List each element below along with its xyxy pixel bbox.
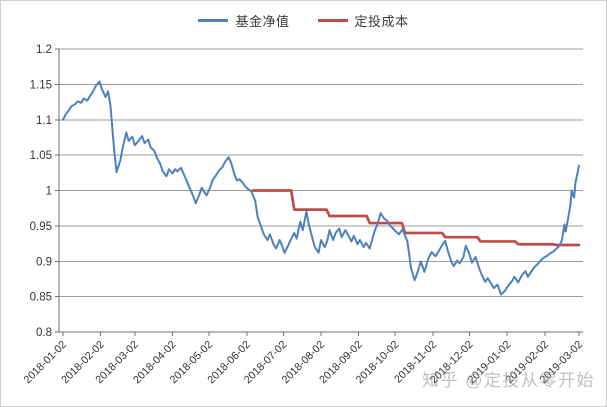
axes-layer [55, 48, 583, 336]
y-axis-label: 0.85 [30, 292, 52, 304]
fund-nav-line [62, 80, 580, 296]
legend-item-dca-cost: 定投成本 [317, 11, 409, 30]
y-axis-label: 0.95 [30, 221, 52, 233]
y-axis-label: 0.8 [36, 327, 52, 339]
y-axis-label: 0.9 [36, 256, 52, 268]
y-axis-label: 1.15 [30, 79, 52, 91]
watermark-text: 知乎 @定投从零开始 [422, 371, 595, 390]
series-layer [62, 80, 581, 296]
gridlines-layer [59, 48, 583, 298]
legend-label-fund-nav: 基金净值 [235, 14, 290, 29]
dca-cost-line [251, 189, 581, 247]
fund-nav-line-swatch [198, 19, 229, 22]
y-axis-label: 1.2 [36, 44, 52, 56]
dca-cost-line-swatch [317, 19, 348, 22]
y-axis-label: 1.05 [30, 150, 52, 162]
y-axis-label: 1.1 [36, 115, 52, 127]
legend-label-dca-cost: 定投成本 [354, 14, 409, 29]
y-axis-label: 1 [46, 186, 52, 198]
chart-legend: 基金净值 定投成本 [1, 11, 606, 30]
legend-item-fund-nav: 基金净值 [198, 11, 289, 30]
